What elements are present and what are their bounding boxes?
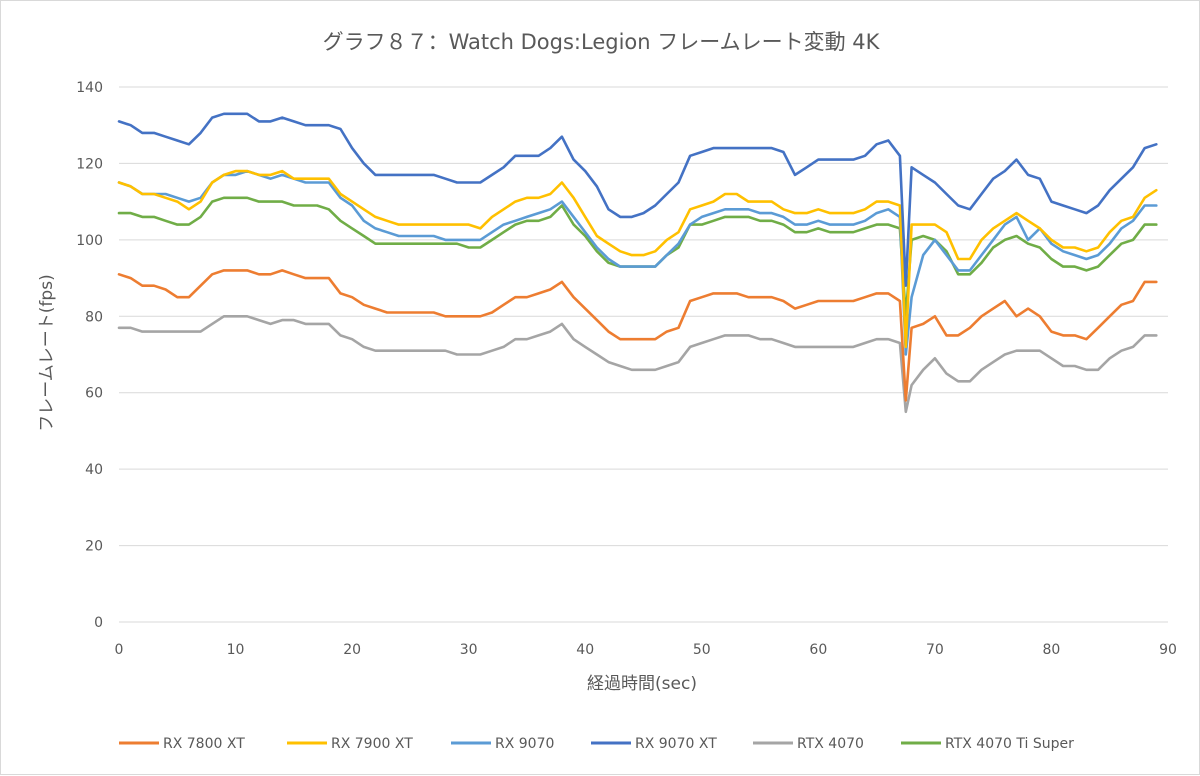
series-line-rx-7900-xt	[117, 169, 1158, 349]
legend: RX 7800 XT RX 7900 XT RX 9070 RX 9070 XT RTX…	[119, 736, 1074, 752]
x-tick-label: 40	[576, 642, 594, 658]
y-tick-label: 0	[94, 615, 103, 631]
x-tick-label: 0	[115, 642, 124, 658]
x-axis-ticks: 0 10 20 30 40 50 60 70 80 90	[115, 642, 1177, 658]
y-tick-label: 60	[85, 386, 103, 402]
gridlines	[119, 86, 1168, 623]
series-line-rx-9070-xt	[117, 112, 1158, 288]
y-axis-title: フレームレート(fps)	[37, 274, 57, 431]
y-tick-label: 20	[85, 539, 103, 555]
series-line-rx-9070	[117, 169, 1158, 356]
x-tick-label: 90	[1159, 642, 1177, 658]
y-tick-label: 120	[76, 156, 103, 172]
legend-label: RX 7800 XT	[163, 736, 245, 752]
series-line-rx-7800-xt	[117, 269, 1158, 402]
series-line-rtx-4070	[117, 314, 1158, 414]
x-tick-label: 20	[343, 642, 361, 658]
x-tick-label: 50	[693, 642, 711, 658]
x-tick-label: 70	[926, 642, 944, 658]
chart-title: グラフ８７：Watch Dogs:Legion フレームレート変動 4K	[323, 30, 881, 54]
x-tick-label: 60	[809, 642, 827, 658]
legend-label: RX 7900 XT	[331, 736, 413, 752]
legend-label: RTX 4070 Ti Super	[945, 736, 1074, 752]
y-axis-ticks: 0 20 40 60 80 100 120 140	[76, 80, 103, 631]
y-tick-label: 100	[76, 233, 103, 249]
x-axis-title: 経過時間(sec)	[587, 674, 697, 694]
y-tick-label: 140	[76, 80, 103, 96]
y-tick-label: 40	[85, 462, 103, 478]
legend-label: RX 9070 XT	[635, 736, 717, 752]
y-tick-label: 80	[85, 309, 103, 325]
legend-label: RTX 4070	[797, 736, 864, 752]
legend-label: RX 9070	[495, 736, 554, 752]
x-tick-label: 10	[227, 642, 245, 658]
x-tick-label: 30	[460, 642, 478, 658]
x-tick-label: 80	[1043, 642, 1061, 658]
series-lines	[117, 112, 1158, 414]
